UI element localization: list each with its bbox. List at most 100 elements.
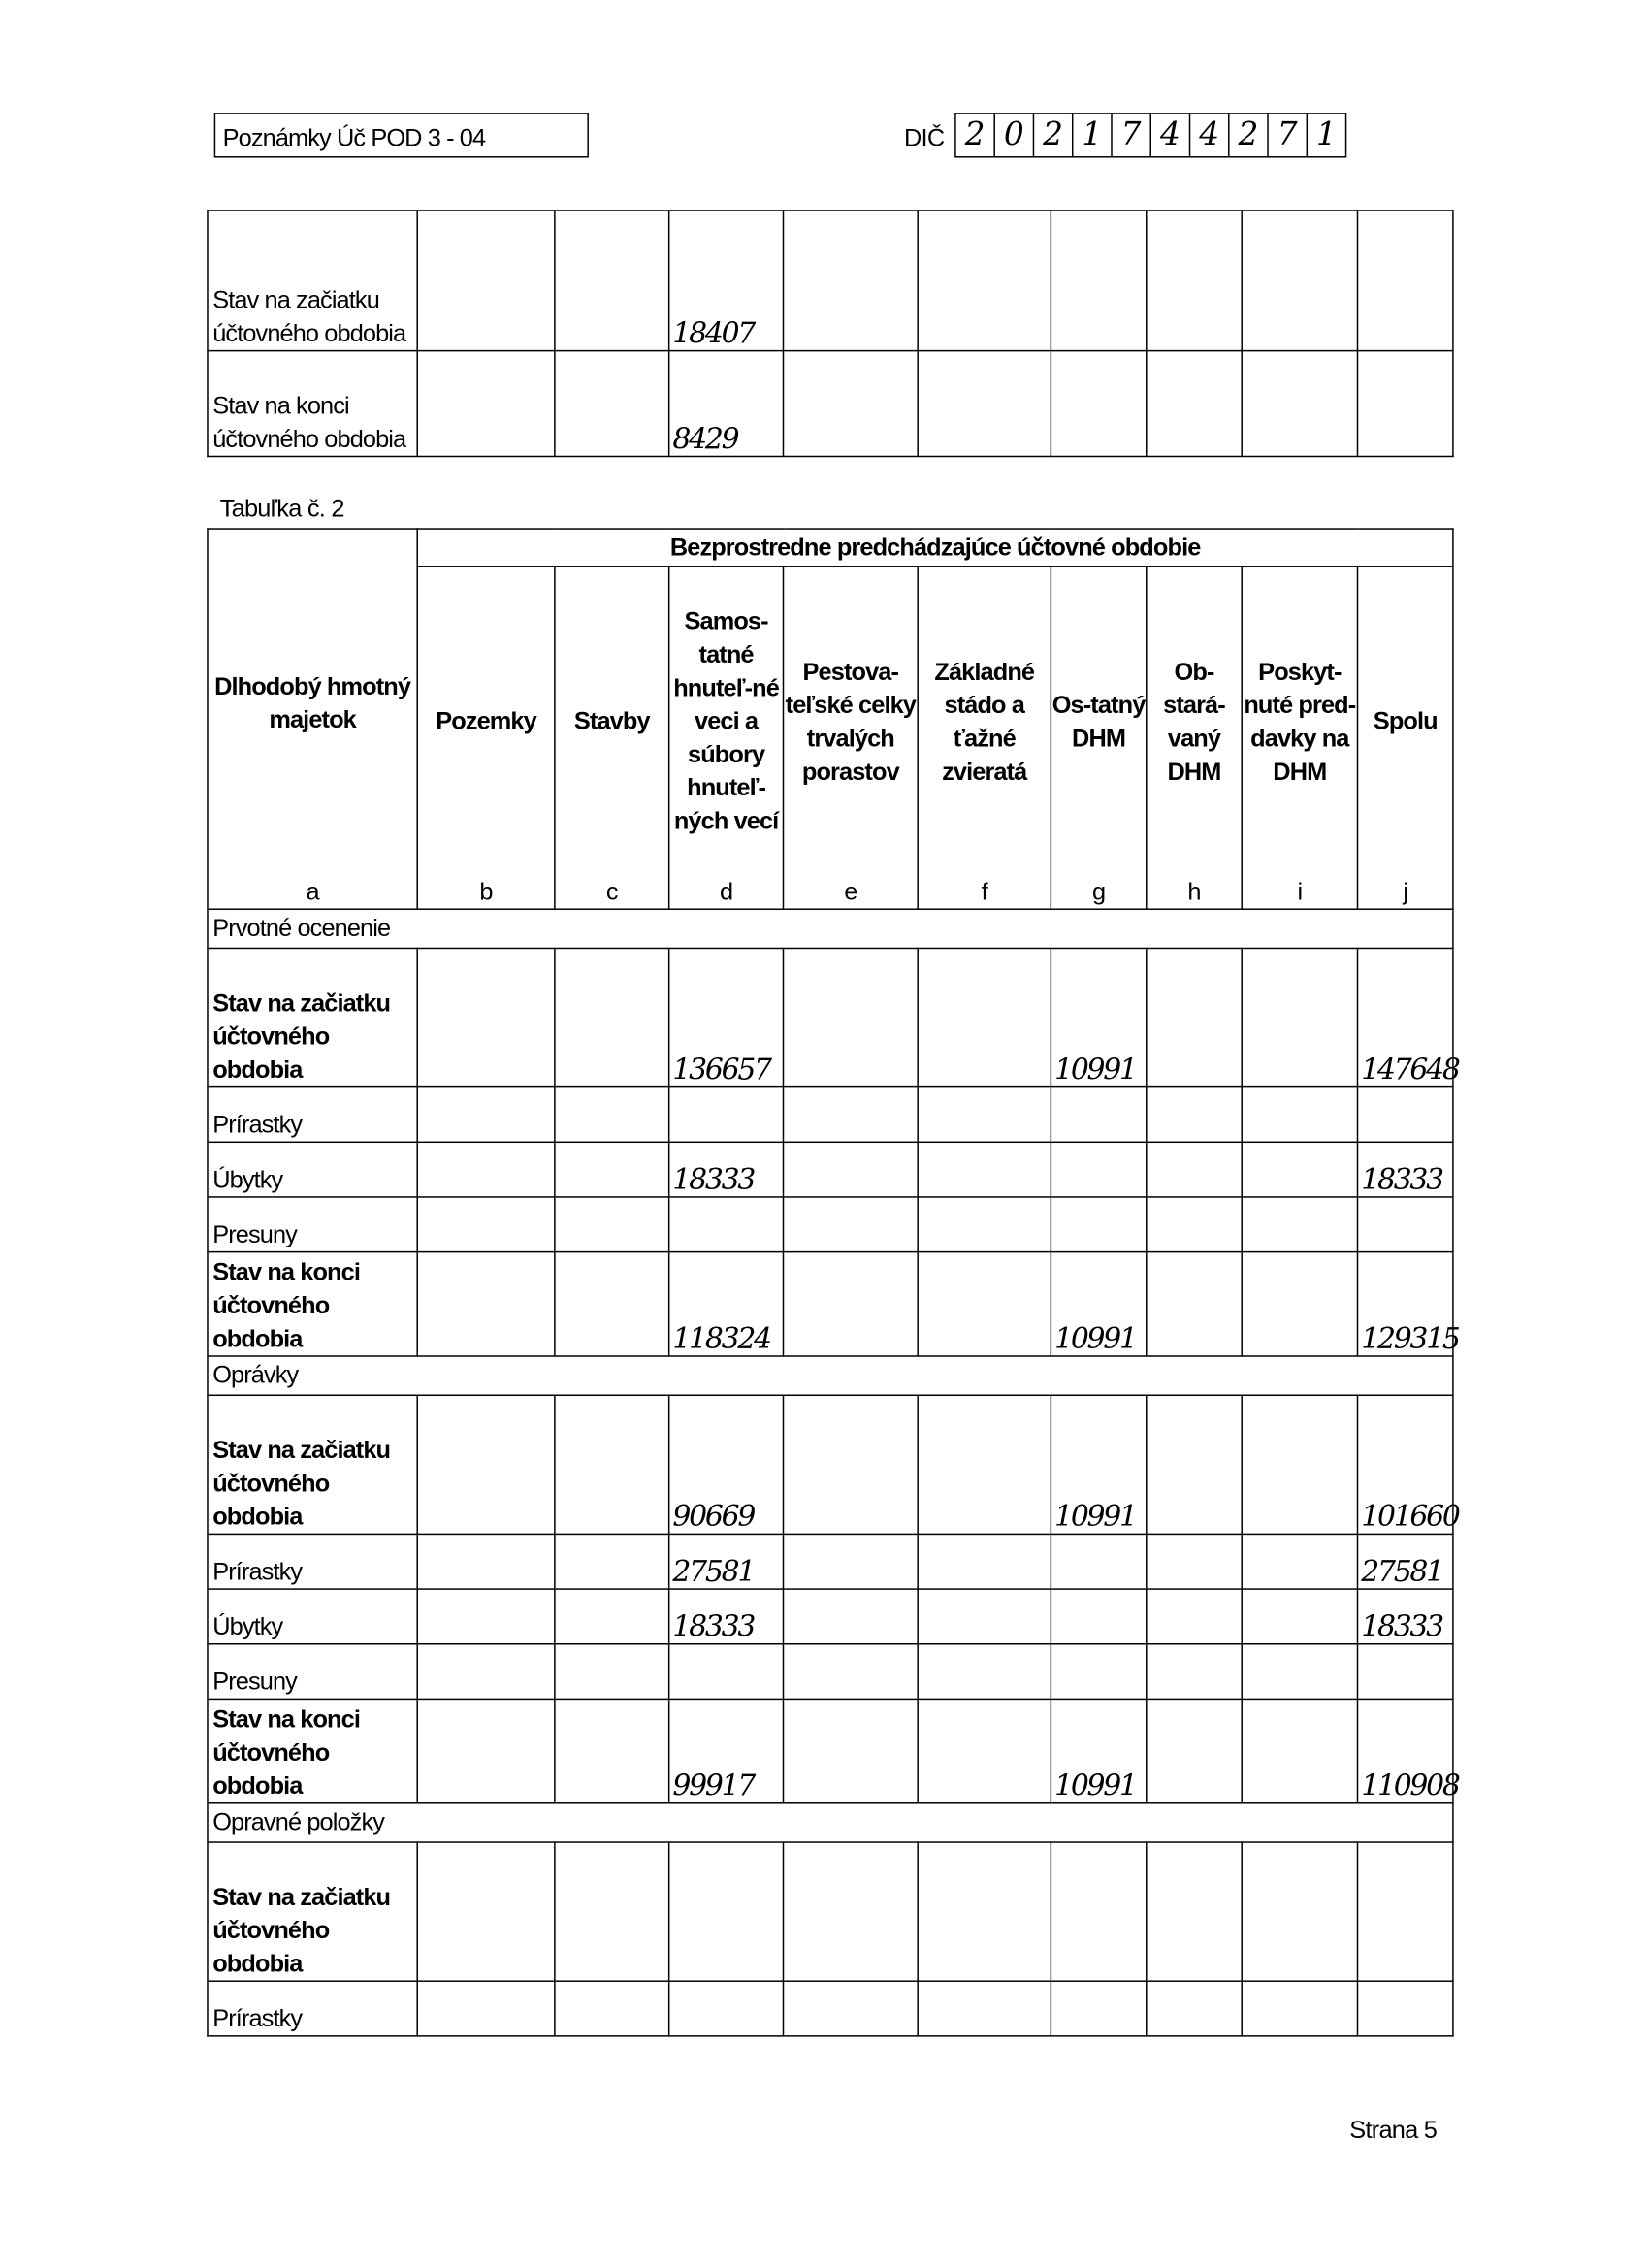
value-cell	[917, 1588, 1052, 1645]
value-cell	[782, 1533, 919, 1590]
dic-digit: 2	[1034, 113, 1074, 157]
value-cell	[1146, 1643, 1243, 1701]
column-letter: b	[479, 878, 493, 906]
column-label: Pestova-teľské celky trvalých porastov	[785, 657, 917, 785]
value-cell	[1241, 210, 1359, 352]
value-cell: 118324	[667, 1250, 785, 1357]
value-cell	[1241, 1250, 1359, 1357]
value-cell: 10991	[1050, 1698, 1148, 1804]
value-cell	[1050, 1085, 1148, 1144]
top-table-continuation: Stav na začiatku účtovného obdobia 18407 S…	[207, 210, 1454, 458]
value-cell	[1356, 1085, 1454, 1144]
value-cell	[1356, 1841, 1454, 1982]
value-cell	[416, 1141, 556, 1198]
value-cell	[1146, 1841, 1243, 1982]
dic-digit: 2	[956, 113, 995, 157]
value-cell	[416, 1533, 556, 1590]
dic-digit: 1	[1315, 116, 1337, 154]
value-cell	[667, 1085, 785, 1144]
value-cell	[917, 1085, 1052, 1144]
column-letter: e	[844, 878, 857, 906]
row-label: Stav na začiatku účtovného obdobia	[207, 1394, 418, 1536]
value-cell	[1241, 947, 1359, 1088]
table-row: Prírastky 27581 27581	[207, 1533, 1454, 1590]
value-cell	[416, 1980, 556, 2037]
value-cell	[554, 947, 670, 1088]
value-cell	[782, 210, 919, 352]
value-cell	[554, 349, 670, 458]
section-row: Opravné položky	[207, 1802, 1454, 1843]
value-cell	[1050, 1588, 1148, 1645]
value-cell	[1356, 1196, 1454, 1253]
value-cell	[1050, 1533, 1148, 1590]
value-cell	[917, 1698, 1052, 1804]
dic-label: DIČ	[904, 124, 945, 152]
value-cell: 27581	[667, 1533, 785, 1590]
dic-digit: 4	[1151, 113, 1191, 157]
value-cell	[1356, 210, 1454, 352]
value-cell	[1050, 1980, 1148, 2037]
value-cell: 10991	[1050, 1394, 1148, 1536]
value-cell	[917, 1394, 1052, 1536]
dic-digit: 0	[995, 113, 1035, 157]
row-label: Úbytky	[207, 1588, 418, 1645]
table-row: Úbytky 18333 18333	[207, 1588, 1454, 1645]
page-number: Strana 5	[1349, 2116, 1438, 2144]
value-cell	[782, 1980, 919, 2037]
value-cell	[1146, 947, 1243, 1088]
value-cell	[782, 349, 919, 458]
value-cell	[782, 1085, 919, 1144]
header-cell: Pozemky b	[418, 567, 554, 909]
value-cell	[917, 1980, 1052, 2037]
value-cell	[1146, 1250, 1243, 1357]
value-cell	[782, 1643, 919, 1701]
column-letter: c	[605, 878, 619, 906]
value-cell	[1146, 1394, 1243, 1536]
value-cell	[917, 947, 1052, 1088]
header-cell: Pestova-teľské celky trvalých porastov e	[784, 567, 917, 909]
value-cell	[416, 947, 556, 1088]
table-row: Stav na začiatku účtovného obdobia 18407	[207, 210, 1454, 352]
dic-digit: 4	[1190, 113, 1230, 157]
value-cell: 129315	[1356, 1250, 1461, 1357]
row-label: Presuny	[207, 1643, 418, 1701]
header-cell: Spolu j	[1358, 567, 1452, 909]
value-cell	[1241, 1196, 1359, 1253]
group-header: Bezprostredne predchádzajúce účtovné obd…	[416, 528, 1454, 567]
table-row: Presuny	[207, 1643, 1454, 1701]
dic-digit: 7	[1269, 113, 1309, 157]
dic-digit: 2	[1230, 113, 1269, 157]
table-caption: Tabuľka č. 2	[219, 494, 345, 523]
table-row: Stav na konci účtovného obdobia 8429	[207, 349, 1454, 458]
long-term-tangible-assets-table: Dlhodobý hmotný majetok a Bezprostredne pr…	[207, 528, 1461, 2037]
value-cell	[917, 1141, 1052, 1198]
header-cell: Os-tatný DHM g	[1051, 567, 1147, 909]
column-header-h: Ob-stará-vaný DHM h	[1146, 566, 1243, 910]
row-label: Stav na začiatku účtovného obdobia	[207, 1841, 418, 1982]
value-cell	[917, 1841, 1052, 1982]
value-cell	[554, 1250, 670, 1357]
column-header-e: Pestova-teľské celky trvalých porastov e	[782, 566, 919, 910]
row-label: Prírastky	[207, 1085, 418, 1144]
value-cell	[782, 1841, 919, 1982]
column-header-f: Základné stádo a ťažné zvieratá f	[917, 566, 1052, 910]
value-cell	[1356, 349, 1454, 458]
value-cell	[416, 1394, 556, 1536]
row-label: Stav na začiatku účtovného obdobia	[207, 947, 418, 1088]
column-letter: a	[306, 878, 319, 906]
table-row: Prírastky	[207, 1085, 1454, 1144]
value-cell: 110908	[1356, 1698, 1461, 1804]
value-cell	[782, 1141, 919, 1198]
value-cell	[1241, 1533, 1359, 1590]
value-cell	[917, 1196, 1052, 1253]
dic-digit: 1	[1073, 113, 1113, 157]
value-cell: 18333	[667, 1141, 785, 1198]
value-cell	[416, 1841, 556, 1982]
column-header-j: Spolu j	[1356, 566, 1454, 910]
value-cell	[1241, 1085, 1359, 1144]
section-title: Oprávky	[207, 1355, 1454, 1397]
value-cell	[1356, 1980, 1454, 2037]
column-letter: g	[1091, 878, 1106, 906]
group-header-row: Dlhodobý hmotný majetok a Bezprostredne pr…	[207, 528, 1454, 910]
